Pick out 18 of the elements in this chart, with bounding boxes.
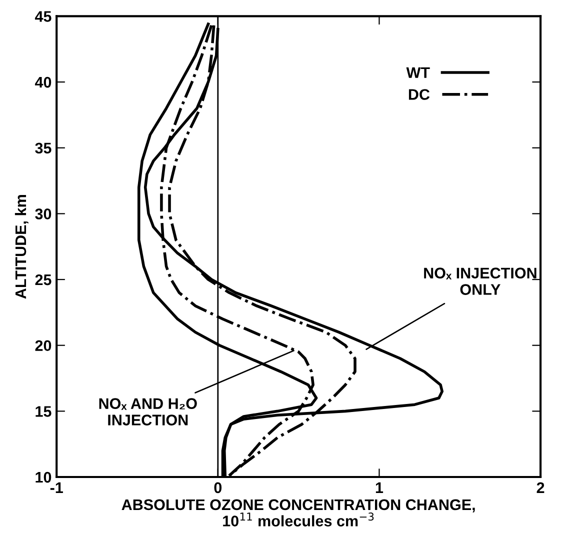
y-tick-label: 20 <box>35 340 52 352</box>
legend-label: WT <box>406 67 430 78</box>
y-tick-label: 30 <box>35 208 52 220</box>
x-axis-title: ABSOLUTE OZONE CONCENTRATION CHANGE, 10$^{11}$ molecules cm$^{−3}$ <box>122 499 475 526</box>
y-tick-label: 10 <box>36 472 52 483</box>
annotation: NOₓ INJECTION ONLY <box>424 268 536 295</box>
annotation: NOₓ AND H₂O INJECTION <box>99 398 197 426</box>
legend-label: DC <box>408 89 430 100</box>
y-tick-label: 35 <box>35 142 52 154</box>
x-tick-label: 0 <box>214 482 222 494</box>
x-tick-label: 2 <box>536 482 544 493</box>
y-tick-label: 25 <box>35 274 52 286</box>
x-tick-label: 1 <box>376 482 384 493</box>
x-tick-label: -1 <box>50 482 63 493</box>
y-tick-label: 40 <box>34 76 52 88</box>
y-tick-label: 45 <box>34 11 52 22</box>
y-tick-label: 15 <box>36 406 52 417</box>
y-axis-title: ALTITUDE, km <box>14 195 28 299</box>
